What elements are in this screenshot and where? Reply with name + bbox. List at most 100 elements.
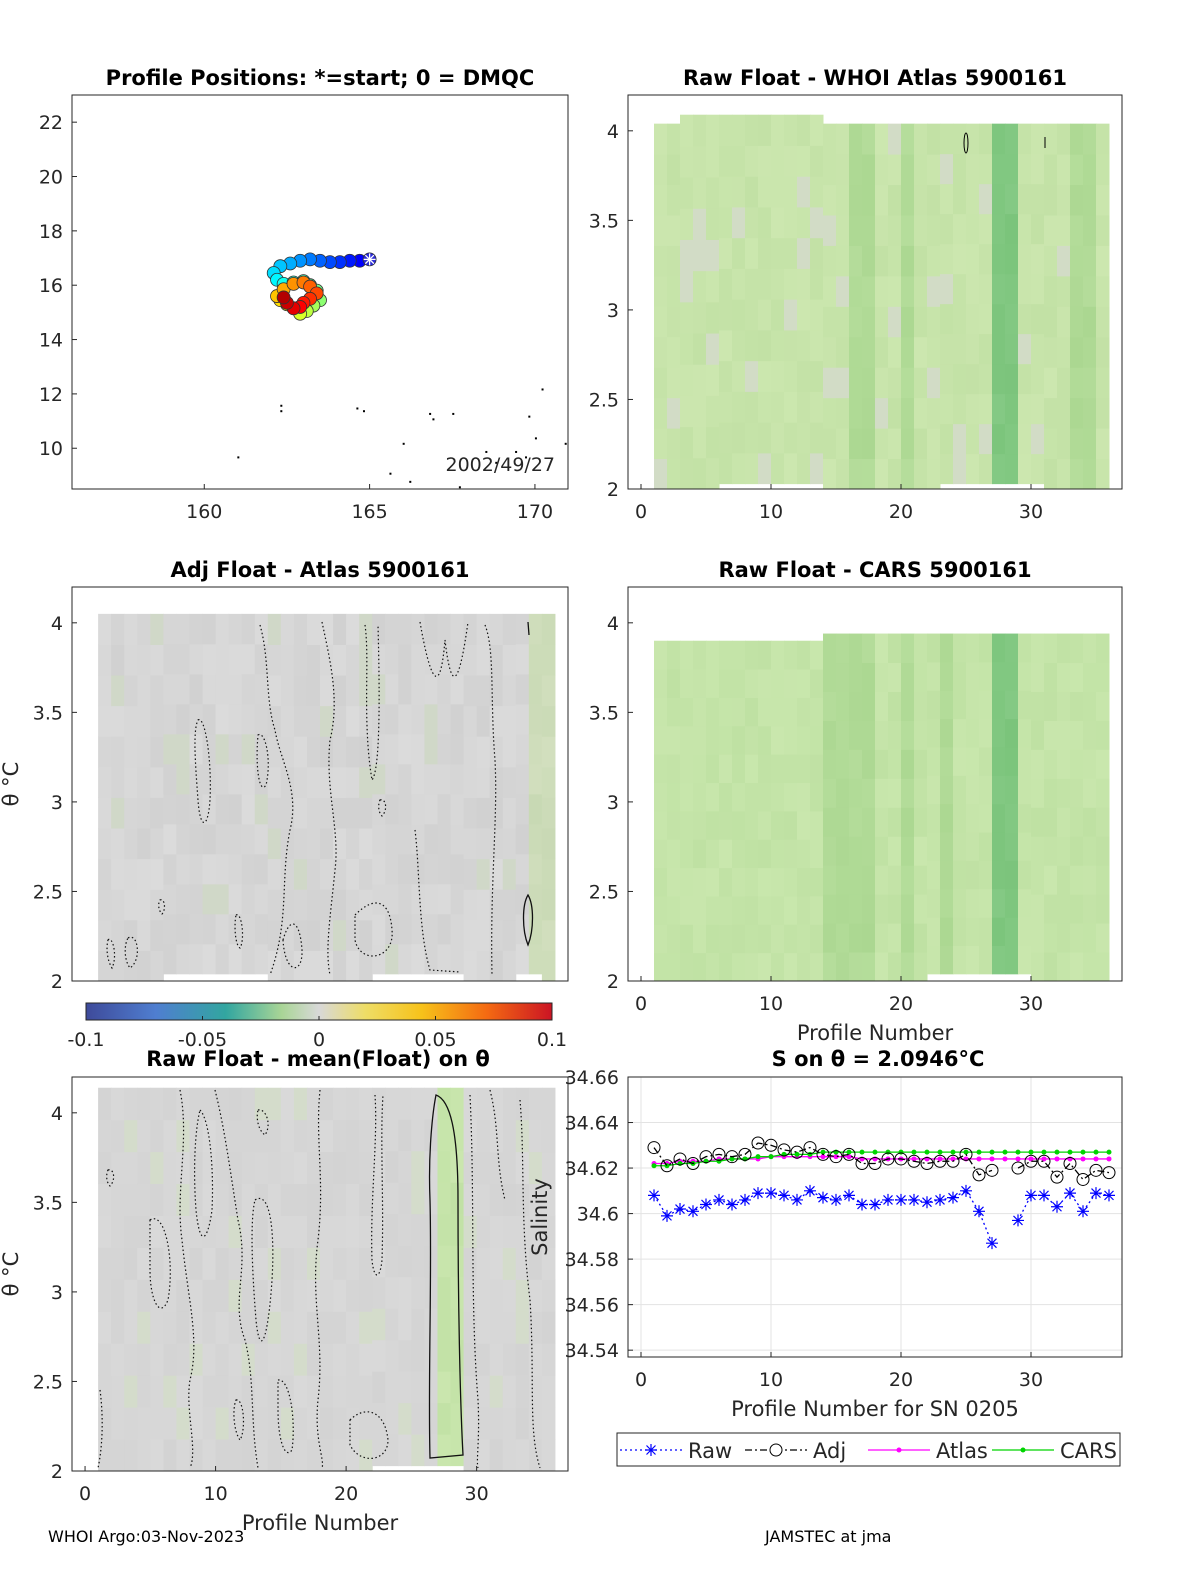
colorbar-tick-label: -0.05	[178, 1029, 227, 1051]
x-tick-label: 10	[759, 993, 783, 1015]
y-tick-label: 3	[607, 792, 619, 814]
heatmap-cell	[654, 397, 668, 429]
data-point-raw	[778, 1189, 790, 1202]
y-tick-label: 22	[39, 112, 63, 134]
heatmap-cell	[654, 839, 668, 869]
heatmap-cell	[267, 1215, 282, 1248]
heatmap-cell	[489, 950, 504, 982]
heatmap-cell	[346, 766, 360, 798]
contour-line	[251, 1197, 274, 1342]
heatmap-cell	[398, 943, 412, 975]
heatmap-cell	[385, 763, 399, 795]
data-point-adj	[790, 1145, 804, 1159]
heatmap-cell	[306, 1215, 321, 1248]
heatmap-cell	[280, 858, 295, 890]
heatmap-cell	[215, 1247, 230, 1280]
heatmap-cell	[124, 797, 138, 829]
heatmap-cell	[150, 919, 164, 951]
heatmap-cell	[137, 1407, 151, 1440]
heatmap-cell	[502, 1183, 517, 1216]
heatmap-cell	[940, 803, 954, 833]
data-point-raw	[895, 1193, 907, 1206]
y-tick-label: 3.5	[589, 702, 619, 724]
heatmap-cell	[706, 457, 720, 490]
heatmap-cell	[463, 858, 478, 890]
heatmap-cell	[215, 793, 230, 825]
heatmap-cell	[267, 736, 282, 768]
coastline-dot	[409, 480, 412, 483]
x-tick-label: 20	[889, 501, 913, 523]
x-tick-label: 30	[1019, 501, 1043, 523]
heatmap-cell	[1044, 214, 1058, 246]
heatmap-cell	[992, 718, 1006, 748]
heatmap-cell	[953, 803, 967, 833]
heatmap-cell	[346, 1087, 360, 1121]
heatmap-cell	[424, 1150, 438, 1183]
heatmap-cell	[450, 673, 465, 705]
heatmap-cell	[267, 919, 282, 951]
heatmap-cell	[450, 1371, 465, 1404]
heatmap-cell	[693, 952, 707, 982]
heatmap-cell	[372, 1213, 386, 1246]
heatmap-cell	[476, 919, 491, 951]
heatmap-cell	[888, 807, 902, 837]
heatmap-cell	[137, 1343, 151, 1376]
heatmap-cell	[320, 1343, 334, 1376]
heatmap-cell	[502, 919, 517, 951]
heatmap-cell	[875, 662, 889, 692]
heatmap-cell	[732, 725, 746, 755]
heatmap-cell	[293, 1183, 308, 1216]
heatmap-cell	[189, 1151, 204, 1185]
heatmap-cell	[176, 1279, 190, 1312]
heatmap-cell	[1018, 393, 1032, 425]
heatmap-cell	[1057, 428, 1071, 460]
heatmap-cell	[966, 303, 980, 335]
heatmap-cell	[1083, 807, 1097, 837]
heatmap-cell	[98, 705, 112, 737]
heatmap-cell	[137, 1375, 151, 1408]
coastline-dot	[389, 472, 392, 475]
heatmap-cell	[784, 452, 798, 485]
heatmap-cell	[528, 673, 543, 705]
heatmap-cell	[124, 1183, 138, 1216]
heatmap-cell	[901, 778, 915, 808]
heatmap-cell	[463, 889, 478, 921]
heatmap-cell	[1057, 633, 1071, 664]
heatmap-cell	[254, 763, 269, 795]
heatmap-cell	[98, 1183, 112, 1216]
heatmap-cell	[940, 917, 954, 946]
heatmap-cell	[515, 1407, 530, 1440]
heatmap-cell	[372, 943, 386, 975]
heatmap-cell	[320, 858, 334, 890]
data-point-raw	[648, 1189, 660, 1202]
heatmap-cell	[927, 306, 941, 338]
heatmap-cell	[515, 943, 530, 975]
heatmap-cell	[758, 452, 772, 485]
heatmap-cell	[940, 153, 954, 185]
heatmap-cell	[424, 1339, 438, 1372]
heatmap-cell	[693, 270, 707, 303]
heatmap-cell	[189, 1375, 204, 1408]
heatmap-cell	[849, 894, 863, 924]
heatmap-cell	[888, 633, 902, 664]
heatmap-cell	[745, 145, 759, 177]
heatmap-cell	[176, 733, 190, 765]
heatmap-cell	[346, 644, 360, 676]
heatmap-cell	[189, 1279, 204, 1312]
coastline-dot	[452, 412, 455, 415]
heatmap-cell	[927, 746, 941, 776]
heatmap-cell	[98, 950, 112, 982]
heatmap-cell	[215, 1215, 230, 1248]
heatmap-cell	[241, 1215, 256, 1248]
colorbar-tick-label: 0.1	[537, 1029, 567, 1051]
heatmap-cell	[228, 1375, 243, 1408]
heatmap-cell	[862, 807, 876, 837]
heatmap-cell	[306, 1343, 321, 1376]
heatmap-cell	[1031, 183, 1045, 215]
heatmap-cell	[515, 1439, 530, 1472]
heatmap-cell	[810, 810, 824, 840]
heatmap-cell	[280, 644, 295, 676]
heatmap-cell	[745, 867, 759, 897]
heatmap-cell	[771, 360, 785, 392]
heatmap-cell	[810, 924, 824, 954]
